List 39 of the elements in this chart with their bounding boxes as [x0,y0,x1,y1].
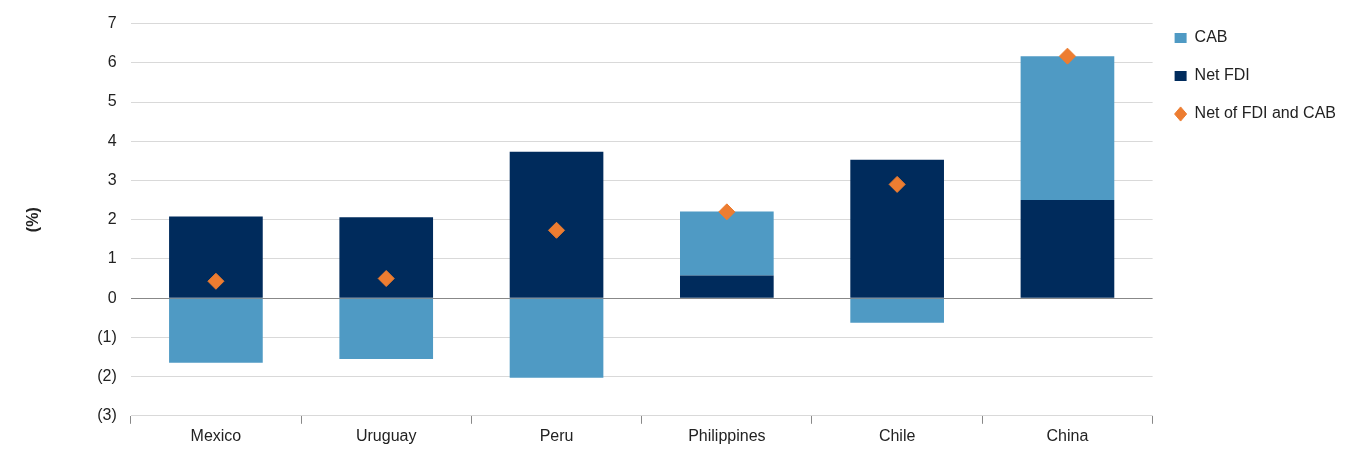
y-tick-label: 1 [107,249,117,267]
bar [850,159,944,298]
y-axis-title: (%) [24,207,42,233]
bar [339,217,434,298]
y-tick-label: 4 [107,131,117,149]
y-tick-label: 5 [107,92,117,110]
y-tick-label: (2) [97,366,117,384]
bar [680,211,774,276]
bar [509,298,604,378]
point [888,175,906,193]
y-tick-label: (3) [97,406,117,424]
bar [680,275,774,298]
point [548,221,566,239]
legend-label: CAB [1194,28,1228,46]
y-tick-label: 0 [107,288,117,306]
bar [169,298,263,363]
x-tick-label: China [1046,426,1089,444]
y-tick-label: 7 [107,14,117,32]
x-tick-label: Mexico [190,426,242,444]
x-tick-label: Chile [878,426,916,444]
point [207,272,225,290]
legend-label: Net FDI [1194,66,1250,84]
bar [850,298,944,323]
y-tick-label: (1) [97,327,117,345]
bar [339,298,434,359]
x-tick-label: Peru [539,426,574,444]
bar [1020,56,1115,201]
x-tick-label: Philippines [688,426,766,444]
point [1058,47,1076,65]
y-tick-label: 6 [107,53,117,71]
point [718,203,736,221]
bar [169,216,263,298]
y-tick-label: 2 [107,210,117,228]
x-tick-label: Uruguay [355,426,417,444]
legend-label: Net of FDI and CAB [1194,104,1336,122]
bar [509,151,604,298]
bar [1020,200,1115,298]
point [377,270,395,288]
y-tick-label: 3 [107,170,117,188]
